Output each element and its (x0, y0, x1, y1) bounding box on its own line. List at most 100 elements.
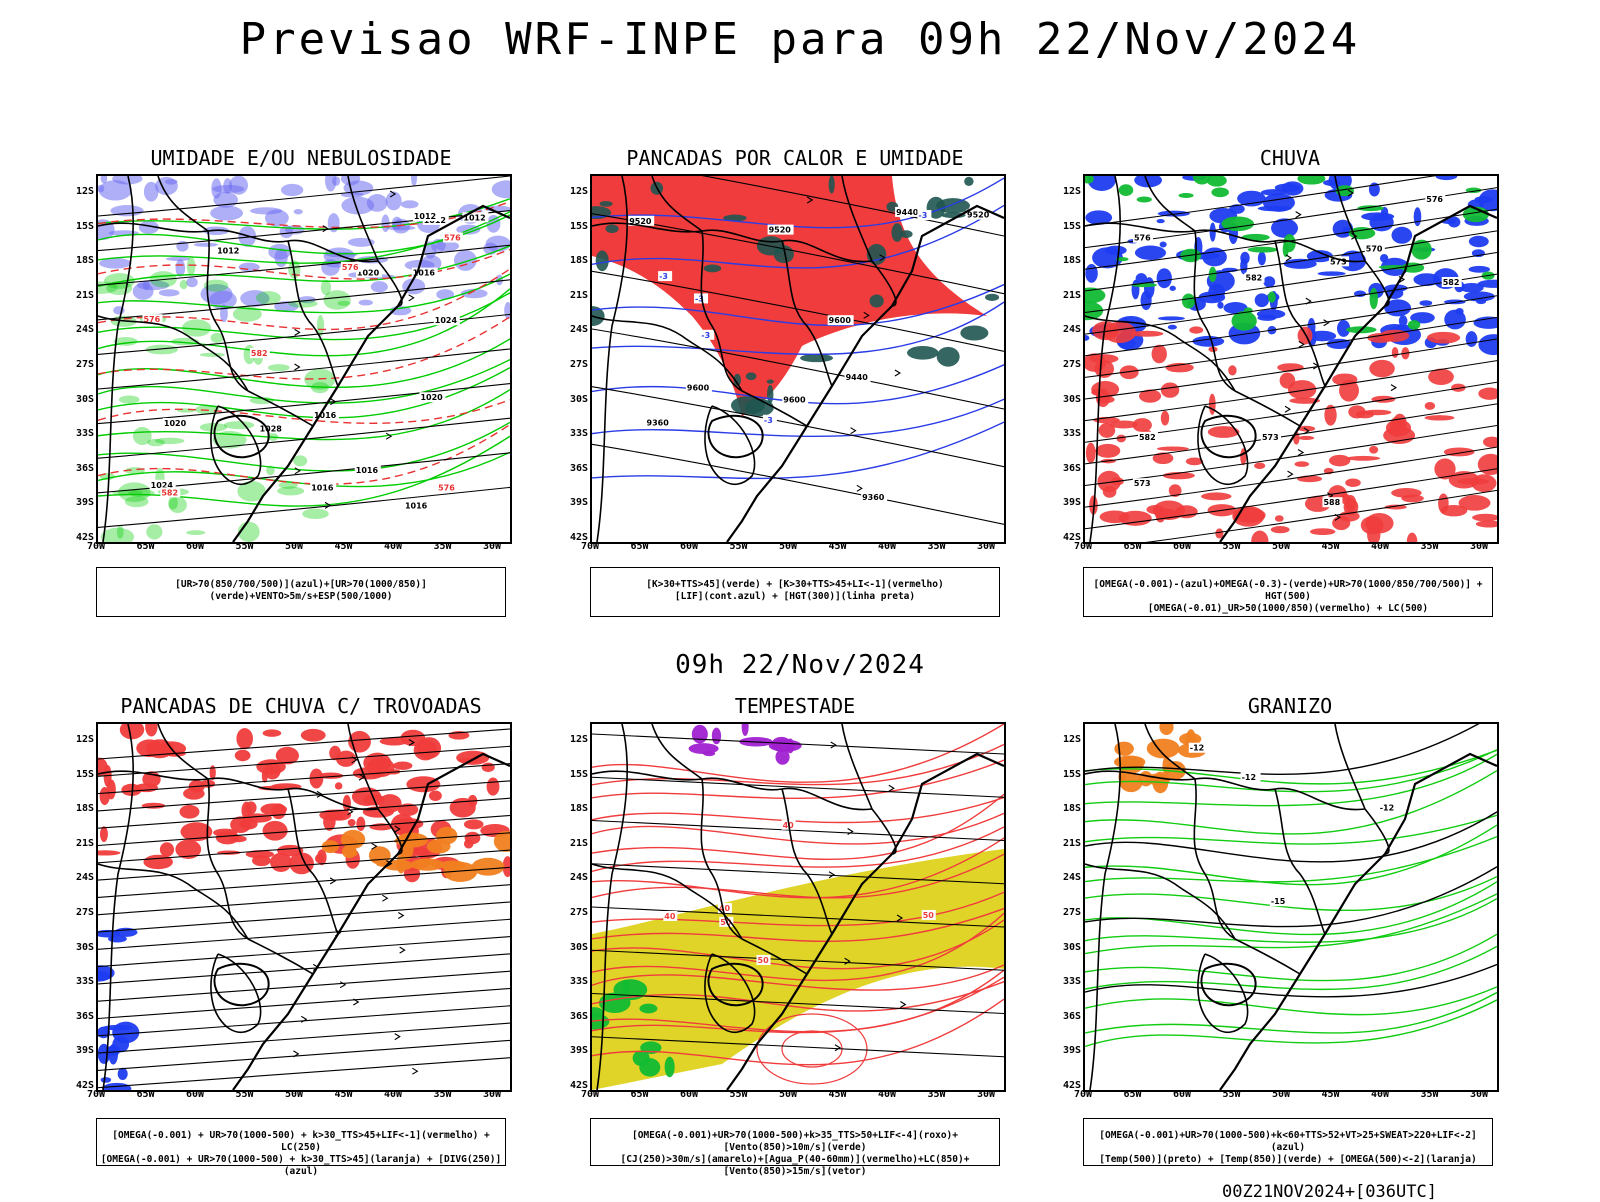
contour-label: -12 (1380, 803, 1394, 812)
contour-label: 1012 (414, 212, 436, 221)
latitude-tick: 36S (1062, 1010, 1081, 1022)
latitude-tick: 24S (569, 872, 588, 884)
latitude-tick: 42S (569, 1080, 588, 1091)
latitude-tick: 12S (1062, 186, 1081, 197)
longitude-tick: 50W (284, 541, 304, 552)
legend-line: [OMEGA(-0.001)+UR>70(1000-500)+k>35_TTS>… (631, 1130, 958, 1153)
contour-label: 9520 (629, 217, 652, 226)
jet-250-streamlines (98, 728, 510, 1089)
longitude-tick: 35W (927, 541, 946, 552)
longitude-tick: 40W (1370, 1089, 1390, 1100)
contour-label: 1016 (405, 501, 428, 510)
contour-label: 1016 (413, 269, 436, 278)
legend-line: [UR>70(850/700/500)](azul)+[UR>70(1000/8… (175, 579, 427, 602)
panel-title: CHUVA (1259, 146, 1321, 170)
longitude-tick: 70W (580, 1089, 600, 1100)
contour-label: 9440 (896, 208, 919, 217)
latitude-tick: 42S (75, 1080, 94, 1091)
latitude-tick: 27S (569, 907, 588, 918)
contour-label: 576 (342, 263, 359, 272)
longitude-tick: 70W (1073, 541, 1093, 552)
latitude-tick: 15S (1062, 220, 1081, 232)
panel-title: UMIDADE E/OU NEBULOSIDADE (150, 146, 452, 170)
latitude-tick: 15S (569, 768, 588, 780)
longitude-tick: 55W (235, 541, 254, 552)
latitude-tick: 42S (569, 532, 588, 543)
legend-line: [Temp(500)](preto) + [Temp(850)](verde) … (1099, 1154, 1477, 1165)
legend-line: [CJ(250)>30m/s](amarelo)+[Agua_P(40-60mm… (620, 1154, 970, 1177)
latitude-tick: 36S (569, 462, 588, 474)
longitude-tick: 60W (1172, 1089, 1192, 1100)
contour-label: 576 (1134, 234, 1151, 243)
latitude-tick: 27S (1062, 907, 1081, 918)
lif-labels: -3 -3 -3 -3 -3 (658, 210, 932, 425)
isobar-labels: 1012101210121020101610161012101610161020… (149, 211, 489, 511)
thickness-labels: 576 576 576 582 576 582 (142, 232, 464, 498)
contour-label: 1012 (217, 246, 239, 255)
longitude-tick: 40W (383, 1089, 403, 1100)
longitude-tick: 45W (828, 1089, 847, 1100)
longitude-tick: 35W (1420, 541, 1439, 552)
map-plot: -12 -15 -12 -12 (1085, 724, 1497, 1090)
longitude-tick: 45W (334, 541, 353, 552)
longitude-tick: 50W (778, 1089, 798, 1100)
latitude-tick: 30S (569, 393, 588, 405)
contour-label: 582 (251, 349, 268, 358)
latitude-tick: 21S (75, 289, 94, 301)
rain-omega-green (1085, 176, 1495, 334)
temp-500-contours (1085, 724, 1497, 998)
contour-label: -3 (764, 416, 773, 425)
longitude-tick: 50W (778, 541, 798, 552)
panel-title: PANCADAS POR CALOR E UMIDADE (626, 146, 964, 170)
longitude-tick: 60W (1172, 541, 1192, 552)
longitude-tick: 70W (86, 1089, 106, 1100)
main-title: Previsao WRF-INPE para 09h 22/Nov/2024 (239, 14, 1361, 65)
contour-label: 582 (1246, 274, 1263, 283)
latitude-tick: 12S (75, 734, 94, 745)
longitude-tick: 30W (976, 1089, 996, 1100)
legend-line: [K>30+TTS>45](verde) + [K>30+TTS>45+LI<-… (646, 579, 944, 590)
latitude-tick: 36S (75, 462, 94, 474)
contour-label: 1020 (420, 393, 443, 402)
latitude-tick: 39S (75, 497, 94, 509)
contour-label: 1028 (260, 424, 283, 433)
rain-omega-red (1085, 321, 1497, 542)
longitude-tick: 65W (136, 1089, 155, 1100)
map-panel-5: 50 50 50 40 40 40 (590, 722, 1006, 1092)
longitude-tick: 40W (877, 541, 897, 552)
contour-label: 40 (664, 912, 676, 921)
contour-label: 9360 (862, 493, 885, 502)
contour-label: 9600 (687, 383, 710, 392)
latitude-tick: 12S (569, 734, 588, 745)
longitude-tick: 70W (1073, 1089, 1093, 1100)
map-plot: 9600 9520 9600 9600 9520 9440 9520 9360 9440 9360… (592, 176, 1004, 542)
longitude-tick: 55W (1222, 541, 1241, 552)
latitude-tick: 21S (569, 289, 588, 301)
latitude-tick: 12S (569, 186, 588, 197)
latitude-tick: 18S (1062, 255, 1081, 267)
legend-line: [OMEGA(-0.001)-(azul)+OMEGA(-0.3)-(verde… (1093, 579, 1483, 602)
latitude-tick: 15S (75, 220, 94, 232)
latitude-tick: 33S (569, 428, 588, 440)
latitude-tick: 24S (75, 872, 94, 884)
map-panel-3: 588 582 582 576 573 573 570 582 576 573 (1083, 174, 1499, 544)
longitude-tick: 45W (828, 541, 847, 552)
map-plot (98, 724, 510, 1090)
latitude-tick: 30S (1062, 941, 1081, 953)
panel-title: TEMPESTADE (734, 694, 856, 718)
longitude-tick: 55W (729, 541, 748, 552)
latitude-tick: 30S (1062, 393, 1081, 405)
legend-line: [OMEGA(-0.001) + UR>70(1000-500) + k>30_… (100, 1154, 502, 1177)
contour-label: 40 (719, 904, 731, 913)
longitude-tick: 55W (235, 1089, 254, 1100)
latitude-tick: 39S (569, 497, 588, 509)
contour-label: -12 (1190, 744, 1204, 753)
longitude-tick: 35W (433, 541, 452, 552)
longitude-tick: 30W (482, 1089, 502, 1100)
latitude-tick: 39S (75, 1045, 94, 1057)
legend-line: [OMEGA(-0.01)_UR>50(1000/850)(vermelho) … (1147, 603, 1429, 614)
temp-500-labels: -12 -15 -12 -12 (1188, 742, 1399, 907)
latitude-tick: 36S (75, 1010, 94, 1022)
longitude-tick: 50W (1271, 541, 1291, 552)
